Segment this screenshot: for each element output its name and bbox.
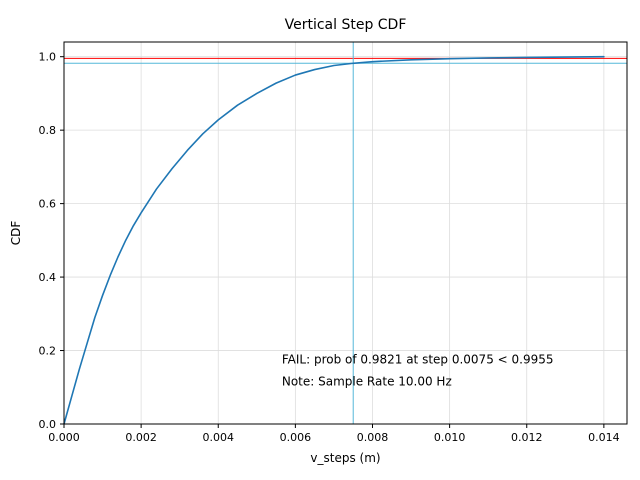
- y-tick-label: 0.8: [39, 124, 57, 137]
- x-tick-label: 0.004: [202, 431, 234, 444]
- y-tick-label: 1.0: [39, 51, 57, 64]
- y-axis-label: CDF: [9, 221, 23, 246]
- fail-annotation: FAIL: prob of 0.9821 at step 0.0075 < 0.…: [282, 352, 554, 366]
- chart-title: Vertical Step CDF: [285, 17, 407, 33]
- sample-rate-note: Note: Sample Rate 10.00 Hz: [282, 374, 452, 388]
- y-tick-label: 0.0: [39, 418, 57, 431]
- y-tick-label: 0.6: [39, 198, 57, 211]
- x-tick-label: 0.014: [588, 431, 620, 444]
- x-tick-label: 0.000: [48, 431, 80, 444]
- x-tick-label: 0.008: [357, 431, 389, 444]
- x-tick-label: 0.002: [125, 431, 157, 444]
- x-axis-label: v_steps (m): [310, 451, 380, 465]
- y-tick-label: 0.2: [39, 345, 57, 358]
- x-tick-label: 0.012: [511, 431, 543, 444]
- x-tick-label: 0.006: [280, 431, 312, 444]
- cdf-curve: [63, 55, 605, 425]
- y-tick-label: 0.4: [39, 271, 57, 284]
- x-tick-label: 0.010: [434, 431, 466, 444]
- axes-frame: [63, 41, 628, 425]
